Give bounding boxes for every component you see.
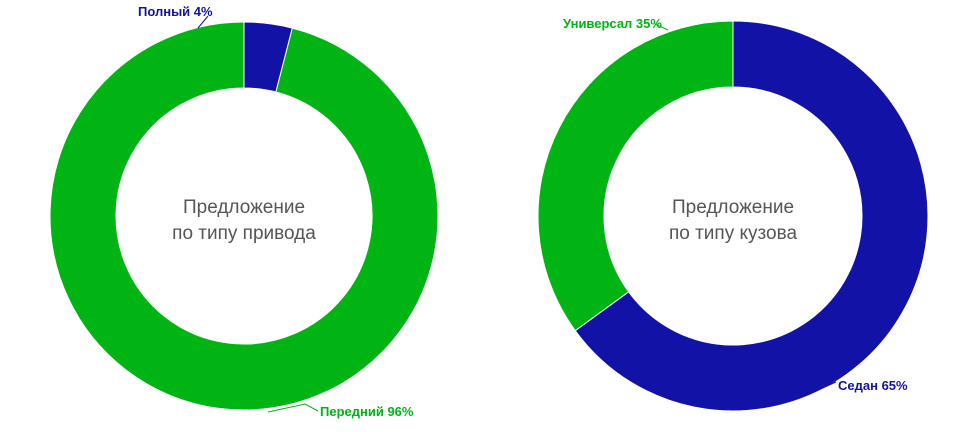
body-type-slice-sedan	[574, 20, 929, 412]
drive-type-center-label-line-1: Предложение	[183, 197, 305, 218]
drive-type-center-label-line-2: по типу привода	[172, 223, 316, 244]
leader-line-polnyi	[197, 15, 209, 29]
slice-label-universal: Универсал 35%	[563, 16, 662, 31]
drive-type-slice-polnyi	[243, 21, 293, 93]
drive-type-chart: Предложение по типу привода Полный 4% Пе…	[49, 4, 439, 419]
slice-label-polnyi: Полный 4%	[138, 4, 213, 19]
leader-line-universal	[654, 23, 669, 31]
drive-type-slices	[49, 21, 439, 411]
leader-line-sedan	[817, 381, 837, 391]
body-type-center-label-line-2: по типу кузова	[669, 223, 797, 244]
body-type-slices	[537, 20, 929, 412]
drive-type-slice-perednii	[49, 21, 439, 411]
body-type-chart: Предложение по типу кузова Универсал 35%…	[537, 16, 929, 412]
slice-label-perednii: Передний 96%	[320, 404, 414, 419]
body-type-center-label-line-1: Предложение	[672, 197, 794, 218]
leader-line-perednii	[267, 403, 319, 413]
body-type-slice-universal	[537, 20, 734, 332]
slice-label-sedan: Седан 65%	[838, 378, 908, 393]
